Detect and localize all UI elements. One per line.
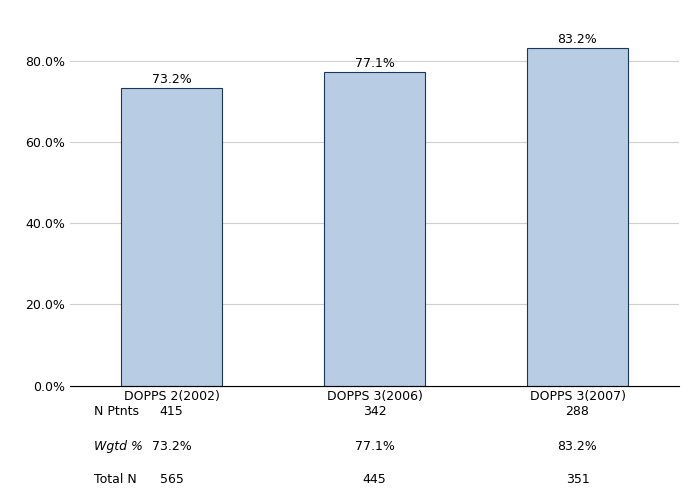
- Text: 73.2%: 73.2%: [152, 440, 191, 452]
- Text: 565: 565: [160, 473, 183, 486]
- Text: 445: 445: [363, 473, 386, 486]
- Text: 83.2%: 83.2%: [558, 32, 597, 46]
- Bar: [323, 72, 426, 386]
- Text: 83.2%: 83.2%: [558, 440, 597, 452]
- Text: 77.1%: 77.1%: [355, 58, 394, 70]
- Text: Total N: Total N: [94, 473, 137, 486]
- Text: 288: 288: [566, 405, 589, 418]
- Text: 342: 342: [363, 405, 386, 418]
- Bar: [526, 48, 629, 386]
- Text: 73.2%: 73.2%: [152, 73, 191, 86]
- Text: 351: 351: [566, 473, 589, 486]
- Bar: [120, 88, 223, 386]
- Text: 77.1%: 77.1%: [355, 440, 394, 452]
- Text: N Ptnts: N Ptnts: [94, 405, 139, 418]
- Text: 415: 415: [160, 405, 183, 418]
- Text: Wgtd %: Wgtd %: [94, 440, 144, 452]
